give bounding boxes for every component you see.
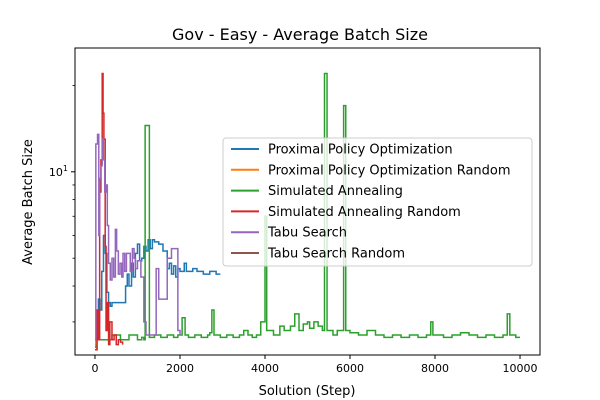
x-axis: 0 2000 4000 6000 8000 10000 [91,355,538,375]
series-line-4 [94,133,181,341]
y-axis-label: Average Batch Size [21,139,36,265]
legend-label-2: Simulated Annealing [268,184,403,199]
x-tick-label: 0 [91,362,98,375]
legend-label-5: Tabu Search Random [267,247,405,262]
legend-label-3: Simulated Annealing Random [268,205,461,220]
series-lines [94,72,521,351]
x-tick-label: 2000 [166,362,194,375]
series-line-0 [94,234,221,351]
legend-label-4: Tabu Search [267,226,347,241]
plot-frame [74,47,541,356]
series-line-2 [94,72,521,341]
chart-title: Gov - Easy - Average Batch Size [172,25,428,44]
series-line-5 [94,344,97,348]
x-tick-label: 6000 [336,362,364,375]
legend: Proximal Policy Optimization Proximal Pol… [222,137,533,267]
x-tick-label: 4000 [251,362,279,375]
legend-label-1: Proximal Policy Optimization Random [268,163,511,178]
x-axis-label: Solution (Step) [259,384,356,399]
y-tick-label: 101 [49,164,68,179]
legend-frame [222,137,533,267]
legend-label-0: Proximal Policy Optimization [268,143,453,158]
x-tick-label: 8000 [421,362,449,375]
x-tick-label: 10000 [503,362,538,375]
